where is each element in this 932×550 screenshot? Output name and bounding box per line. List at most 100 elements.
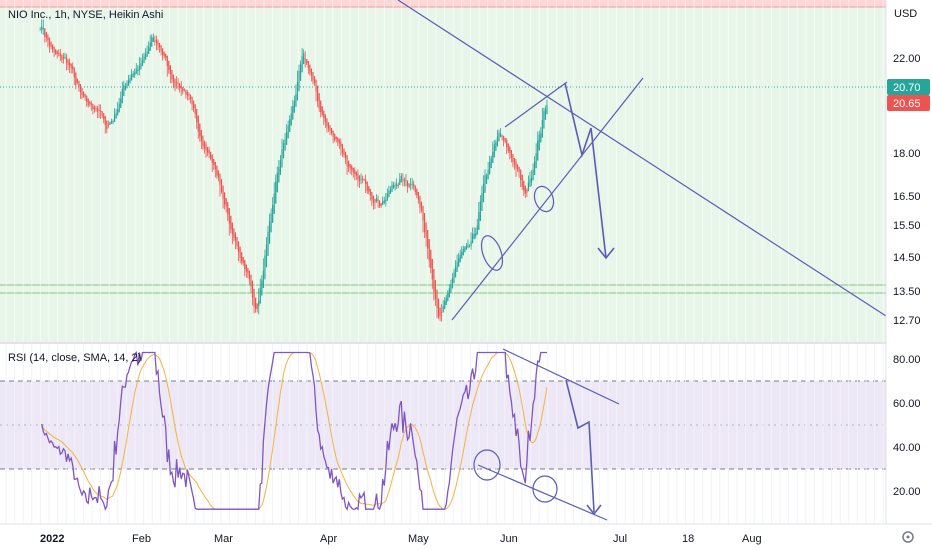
- rsi-circle-marker-2[interactable]: [532, 475, 558, 503]
- time-tick-jul: Jul: [613, 533, 627, 545]
- candle-body: [451, 277, 454, 289]
- time-tick-aug: Aug: [742, 533, 762, 545]
- candle-body: [386, 193, 388, 201]
- candle-body: [244, 260, 246, 269]
- candle-body: [42, 28, 44, 29]
- candle-body: [168, 60, 170, 71]
- candle-body: [389, 189, 392, 194]
- candle-body: [414, 185, 416, 193]
- price-pane[interactable]: NIO Inc., 1h, NYSE, Heikin Ashi: [0, 0, 887, 342]
- candle-body: [326, 118, 328, 127]
- candle-body: [445, 297, 447, 305]
- candle-body: [360, 178, 362, 180]
- candle-body: [506, 140, 508, 147]
- candle-body: [138, 66, 140, 71]
- candle-body: [388, 190, 390, 198]
- candle-body: [193, 100, 195, 109]
- candle-body: [169, 65, 171, 75]
- candle-body: [65, 57, 68, 63]
- candle-body: [109, 122, 111, 125]
- candle-body: [174, 78, 176, 87]
- candle-body: [450, 284, 452, 293]
- candle-body: [427, 230, 429, 249]
- candle-body: [368, 186, 370, 192]
- ascending-trendline[interactable]: [451, 77, 644, 321]
- candle-body: [479, 201, 481, 221]
- candle-body: [383, 200, 385, 203]
- candle-body: [177, 82, 179, 84]
- candle-body: [106, 120, 108, 130]
- candle-body: [148, 47, 150, 55]
- candle-body: [436, 289, 438, 308]
- candle-body: [399, 179, 401, 186]
- candle-body: [313, 76, 316, 84]
- price-tick-15-50: 15.50: [893, 220, 921, 232]
- descending-trendline[interactable]: [397, 0, 887, 317]
- price-drawings: [397, 0, 887, 321]
- circle-marker-2[interactable]: [531, 184, 557, 215]
- resistance-zone-red: [0, 0, 886, 7]
- candle-body: [385, 199, 387, 202]
- candle-body: [166, 55, 168, 67]
- candle-body: [270, 213, 272, 233]
- candle-body: [394, 185, 396, 187]
- candle-body: [202, 135, 204, 147]
- candle-body: [146, 51, 148, 57]
- candle-body: [529, 178, 531, 187]
- candle-body: [493, 144, 495, 158]
- candle-body: [44, 28, 46, 38]
- rsi-projection-arrowhead: [586, 504, 602, 516]
- candle-body: [527, 182, 530, 192]
- rsi-pane[interactable]: RSI (14, close, SMA, 14, 2): [0, 344, 886, 524]
- candle-body: [537, 140, 539, 161]
- candle-body: [501, 135, 503, 137]
- candle-body: [41, 26, 43, 31]
- candle-body: [425, 222, 427, 238]
- rsi-upper-trendline[interactable]: [502, 348, 620, 405]
- candle-body: [375, 198, 378, 202]
- candle-body: [225, 198, 227, 207]
- time-axis[interactable]: 2022 Feb Mar Apr May Jun Jul 18 Aug: [0, 523, 932, 550]
- candle-body: [490, 157, 492, 169]
- time-tick-may: May: [408, 533, 429, 545]
- candle-body: [39, 29, 41, 31]
- rsi-lower-trendline[interactable]: [477, 464, 608, 521]
- candle-body: [272, 205, 274, 223]
- candle-body: [158, 43, 161, 48]
- projection-arrow-path[interactable]: [564, 82, 607, 259]
- time-tick-2022: 2022: [40, 533, 64, 545]
- candle-body: [296, 81, 299, 101]
- candle-body: [135, 68, 137, 74]
- price-axis[interactable]: USD 22.00 20.70 20.65 18.00 16.50 15.50 …: [885, 0, 932, 550]
- candle-body: [183, 89, 185, 91]
- candle-body: [157, 41, 159, 45]
- candle-body: [290, 113, 292, 126]
- candle-body: [354, 170, 356, 175]
- settings-gear-icon[interactable]: [902, 531, 914, 543]
- candle-body: [303, 53, 305, 65]
- upper-wedge-line[interactable]: [504, 81, 568, 128]
- candle-body: [496, 136, 499, 147]
- candle-body: [476, 225, 478, 235]
- candle-body: [442, 305, 444, 313]
- rsi-projection-path[interactable]: [565, 379, 595, 513]
- candle-body: [79, 83, 82, 93]
- candle-body: [374, 199, 376, 203]
- price-tick-14-50: 14.50: [893, 252, 921, 264]
- candle-body: [262, 270, 264, 288]
- candle-body: [492, 151, 494, 163]
- candle-body: [513, 157, 516, 165]
- candle-body: [535, 153, 537, 169]
- rsi-circle-marker-1[interactable]: [473, 449, 501, 481]
- candle-body: [454, 266, 457, 278]
- candle-body: [472, 234, 474, 244]
- rsi-drawings: [473, 348, 620, 521]
- candle-body: [72, 66, 74, 69]
- candle-body: [250, 274, 252, 287]
- candle-body: [377, 199, 379, 202]
- circle-marker-1[interactable]: [477, 233, 506, 273]
- candle-body: [241, 252, 243, 262]
- candle-body: [341, 144, 344, 154]
- candle-body: [224, 192, 226, 205]
